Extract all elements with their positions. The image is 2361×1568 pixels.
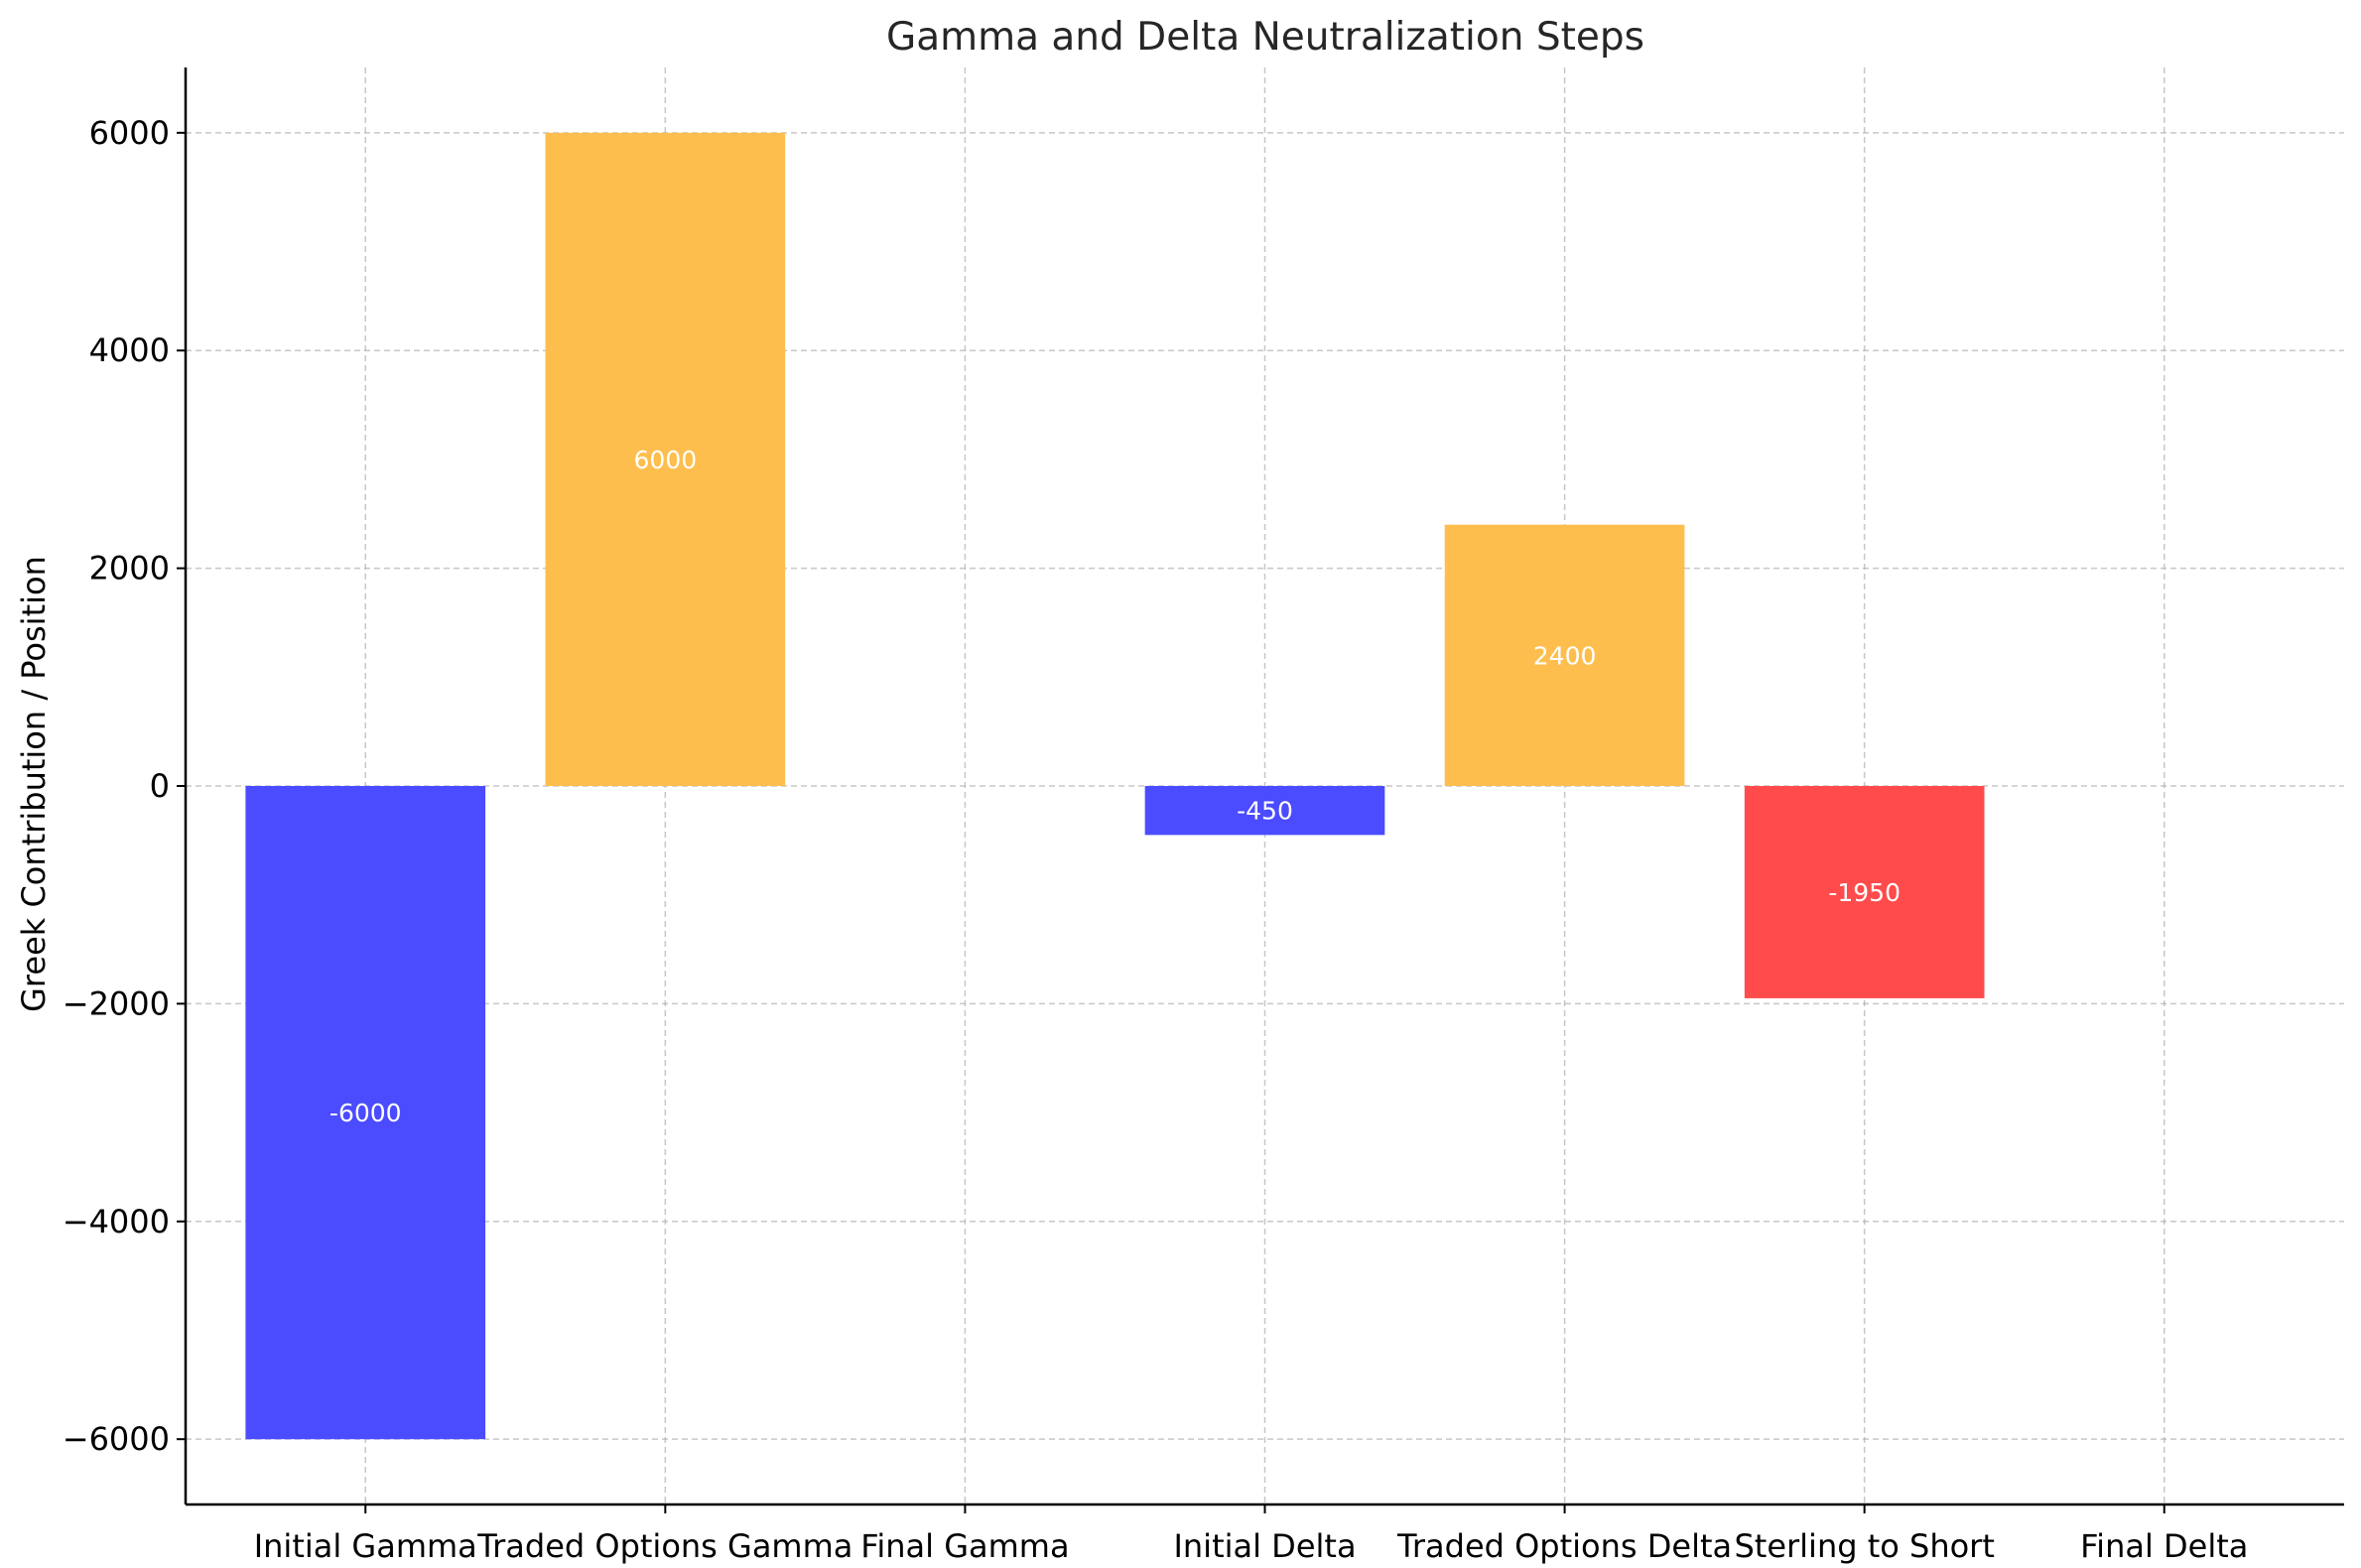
x-axis-ticks: Initial Gamma Traded Options Gamma Final G… <box>254 1504 2248 1565</box>
bar <box>545 132 786 786</box>
bars-group <box>245 132 1985 1440</box>
bar-value-label: 2400 <box>1533 641 1597 670</box>
y-tick-label: 6000 <box>89 114 170 152</box>
bar-value-label: -1950 <box>1828 878 1901 907</box>
x-tick-label: Traded Options Delta <box>1396 1527 1732 1565</box>
x-tick-label: Traded Options Gamma <box>476 1527 853 1565</box>
x-tick-label: Sterling to Short <box>1734 1527 1994 1565</box>
y-tick-label: 0 <box>150 767 170 805</box>
bar <box>1144 786 1385 836</box>
bar-value-label: 6000 <box>634 446 698 474</box>
bar <box>1444 524 1685 786</box>
y-axis-label: Greek Contribution / Position <box>15 556 53 1012</box>
y-tick-label: −2000 <box>63 984 170 1022</box>
bar <box>245 786 486 1440</box>
chart-title: Gamma and Delta Neutralization Steps <box>886 15 1644 60</box>
x-tick-label: Final Gamma <box>860 1527 1069 1565</box>
y-tick-label: −4000 <box>63 1203 170 1241</box>
y-tick-label: 4000 <box>89 331 170 369</box>
y-axis-ticks: 6000 4000 2000 0 −2000 −4000 −6000 <box>63 114 186 1458</box>
x-tick-label: Final Delta <box>2080 1527 2248 1565</box>
bar-labels-group: -6000 6000 -450 2400 -1950 <box>329 446 1901 1127</box>
bar <box>1744 786 1985 998</box>
bar-value-label: -6000 <box>329 1099 402 1127</box>
x-tick-label: Initial Gamma <box>254 1527 477 1565</box>
y-tick-label: −6000 <box>63 1420 170 1458</box>
y-tick-label: 2000 <box>89 550 170 588</box>
x-tick-label: Initial Delta <box>1173 1527 1356 1565</box>
bar-value-label: -450 <box>1237 797 1293 826</box>
